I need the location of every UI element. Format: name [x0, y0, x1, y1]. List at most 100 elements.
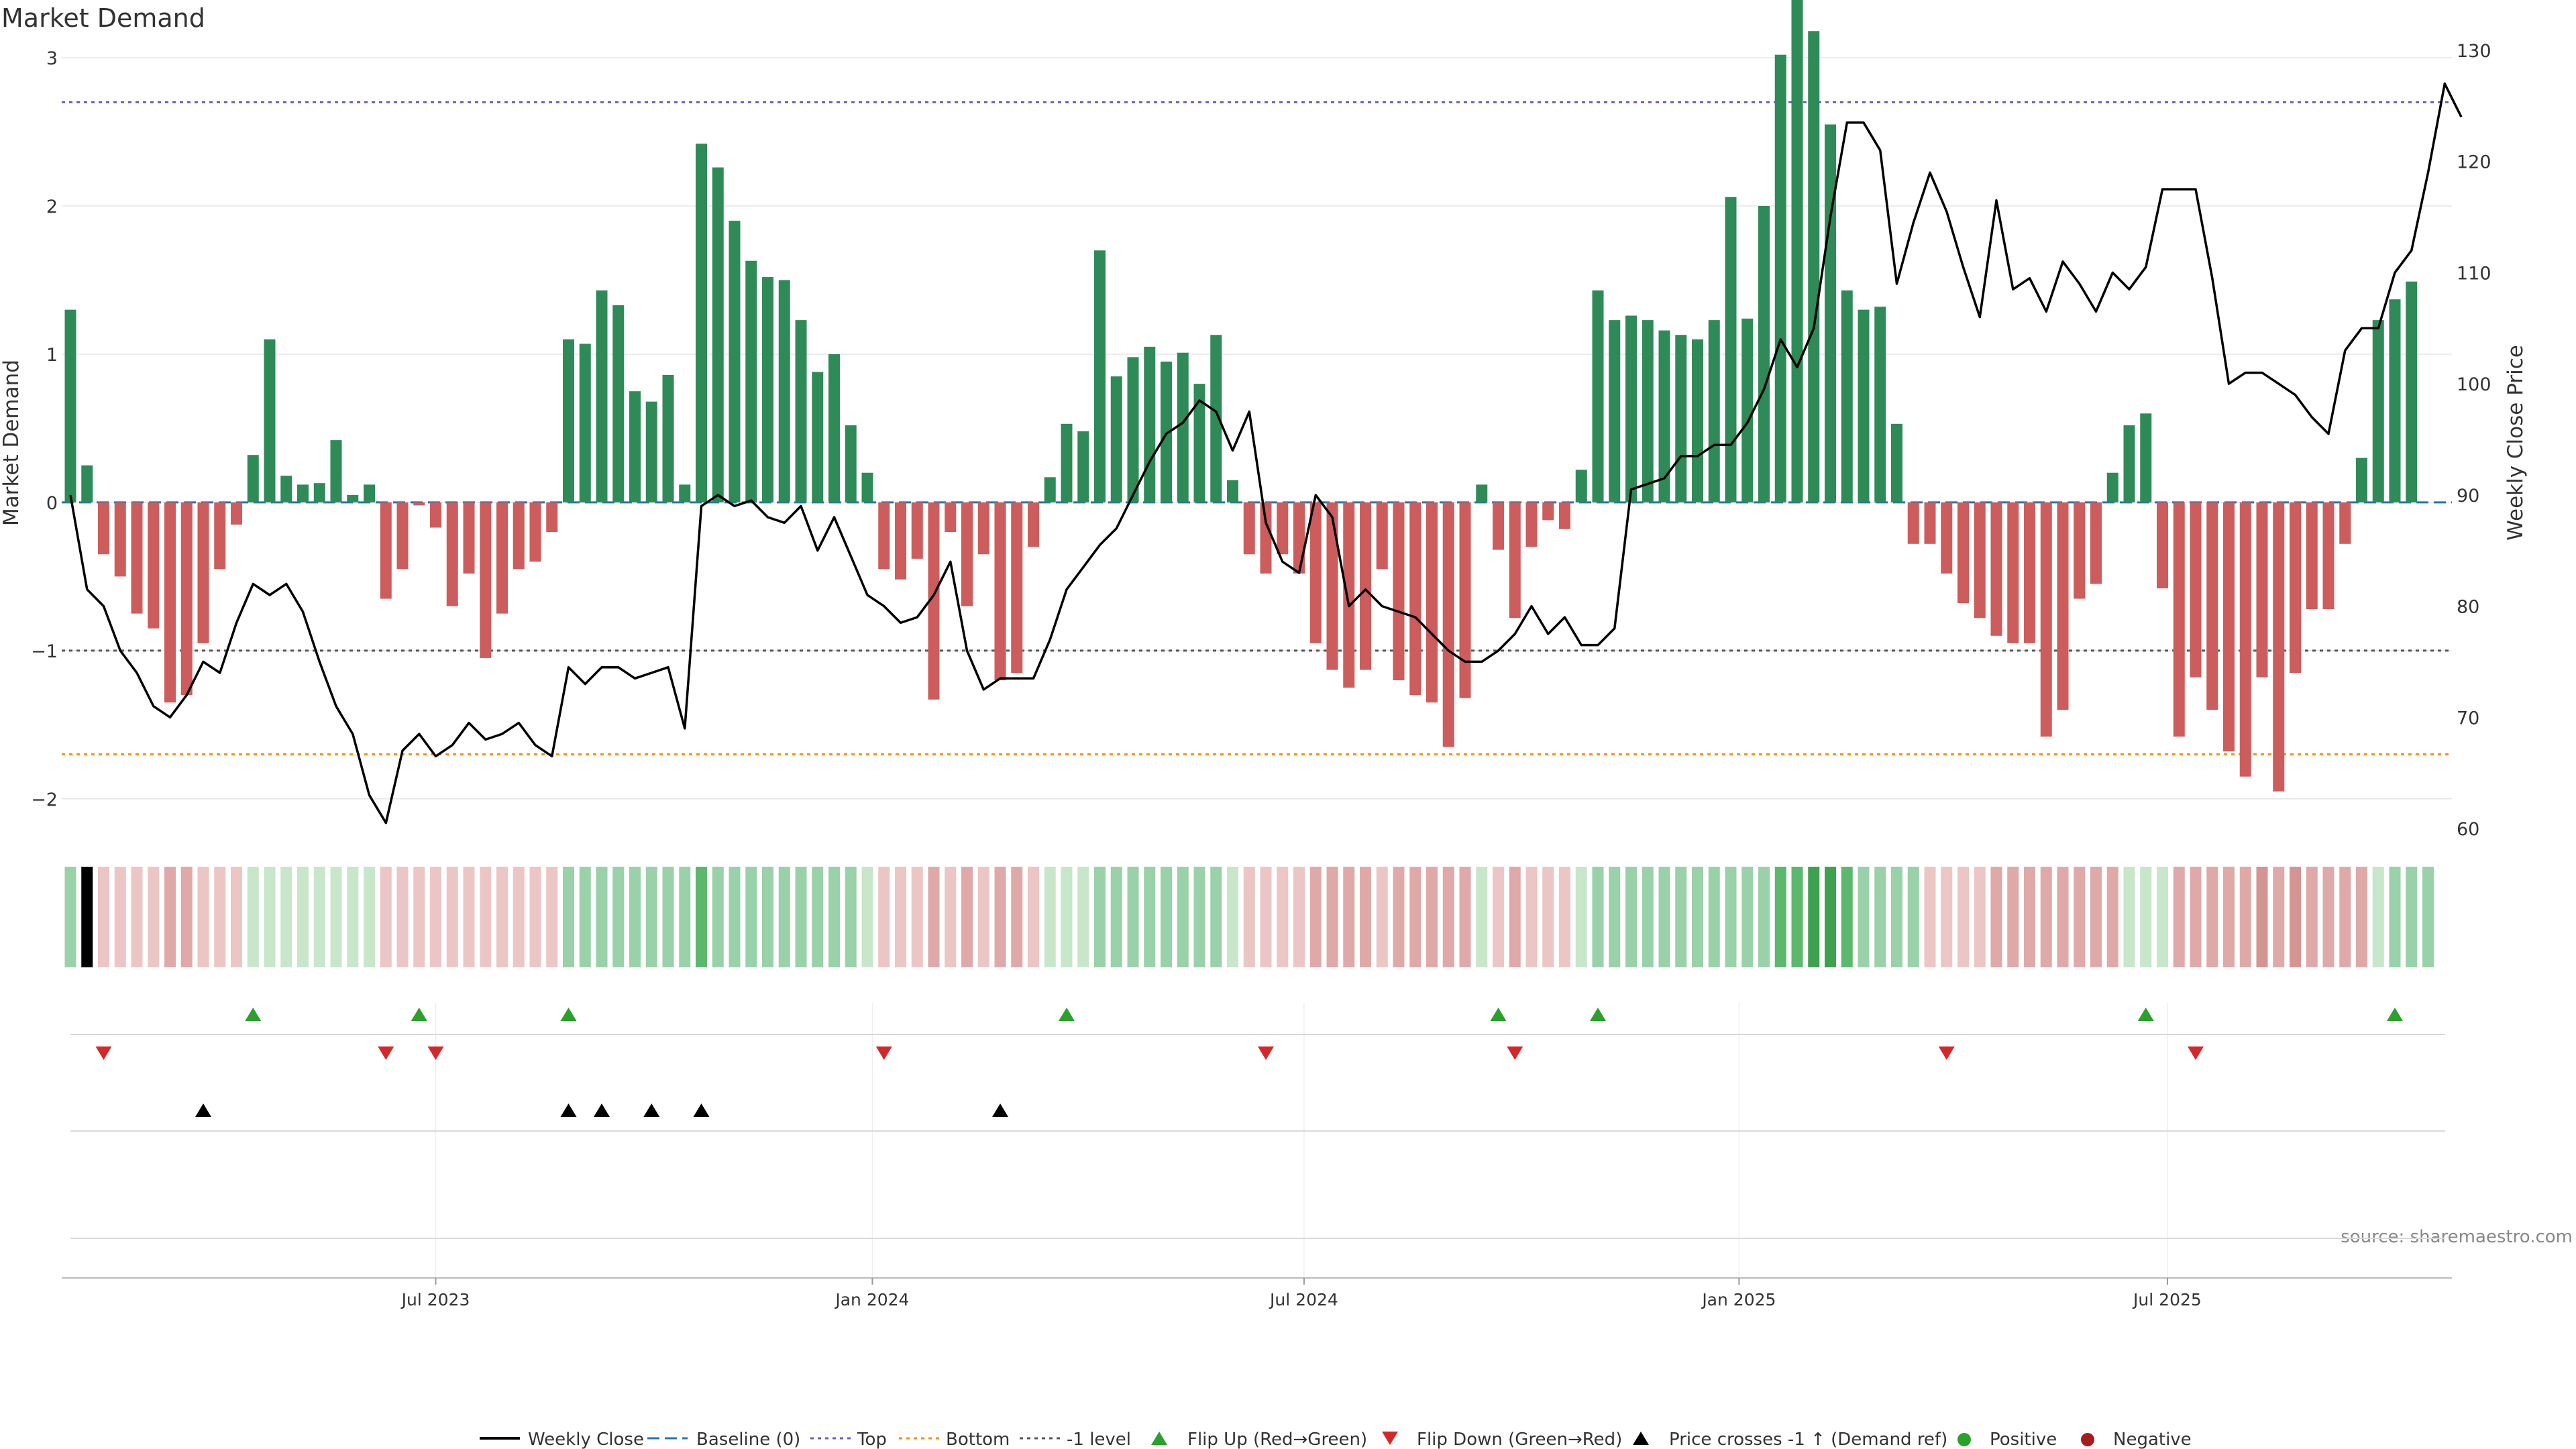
price-cross-marker [594, 1104, 610, 1117]
demand-bar-negative [2190, 502, 2202, 678]
demand-bar-negative [878, 502, 890, 570]
demand-bar-positive [1708, 320, 1720, 502]
heat-cell-positive [596, 867, 608, 967]
legend-flip-up-marker [1151, 1432, 1167, 1445]
heat-cell-positive [1061, 867, 1073, 967]
x-tick-label: Jan 2024 [834, 1290, 909, 1309]
demand-bar-negative [1360, 502, 1371, 670]
heat-cell-positive [845, 867, 857, 967]
demand-bar-positive [1758, 206, 1770, 502]
y-tick-label: −1 [31, 641, 58, 662]
y2-tick-label: 90 [2457, 486, 2479, 506]
demand-bar-negative [928, 502, 940, 700]
y-tick-label: −2 [31, 790, 58, 810]
heat-cell-positive [1907, 867, 1919, 967]
demand-bar-negative [1907, 502, 1919, 544]
heat-cell-positive [679, 867, 691, 967]
heat-cell-negative [546, 867, 558, 967]
heat-cell-negative [197, 867, 209, 967]
heat-cell-negative [2273, 867, 2285, 967]
heat-cell-negative [1409, 867, 1421, 967]
heat-cell-positive [745, 867, 757, 967]
demand-bar-positive [1774, 54, 1786, 502]
demand-bars [64, 0, 2418, 792]
demand-bar-positive [1741, 318, 1754, 502]
demand-bar-positive [313, 483, 325, 502]
heat-cell-negative [2057, 867, 2069, 967]
heat-cell-negative [2339, 867, 2351, 967]
heat-cell-positive [563, 867, 574, 967]
demand-bar-negative [1559, 502, 1570, 529]
demand-bar-negative [231, 502, 242, 525]
legend-bottom: Bottom [946, 1430, 1010, 1449]
demand-bar-positive [1725, 197, 1737, 502]
heat-cell-positive [1841, 867, 1853, 967]
y2-tick-label: 110 [2457, 263, 2491, 284]
heat-cell-negative [994, 867, 1006, 967]
flip-down-marker [1938, 1046, 1955, 1060]
demand-bar-positive [1110, 376, 1122, 502]
heat-cell-negative [1293, 867, 1305, 967]
demand-bar-positive [579, 343, 591, 502]
y2-axis-label: Weekly Close Price [2504, 345, 2528, 541]
heat-cell-negative [496, 867, 508, 967]
demand-bar-positive [745, 260, 757, 502]
heat-cell-negative [2106, 867, 2118, 967]
demand-bar-positive [679, 484, 691, 502]
price-cross-marker [195, 1104, 211, 1117]
heat-cell-positive [2157, 867, 2168, 967]
heat-cell-negative [1990, 867, 2002, 967]
heat-cell-negative [2290, 867, 2301, 967]
heat-cell-positive [1625, 867, 1637, 967]
demand-bar-positive [1874, 307, 1886, 502]
demand-bar-positive [828, 354, 840, 502]
heat-cell-positive [795, 867, 807, 967]
demand-bar-positive [1061, 423, 1073, 502]
heat-cell-positive [2406, 867, 2418, 967]
demand-bar-negative [1326, 502, 1338, 670]
demand-bar-positive [1592, 290, 1604, 502]
heat-cell-positive [1193, 867, 1205, 967]
demand-bar-negative [513, 502, 525, 570]
heat-cell-negative [164, 867, 176, 967]
demand-bar-negative [2273, 502, 2285, 792]
heat-cell-negative [911, 867, 923, 967]
heat-cell-negative [2306, 867, 2318, 967]
demand-bar-negative [1924, 502, 1936, 544]
demand-bar-positive [347, 494, 359, 502]
demand-bar-negative [1028, 502, 1039, 547]
heat-cell-positive [1675, 867, 1687, 967]
y-tick-label: 3 [46, 48, 58, 69]
demand-bar-negative [1011, 502, 1023, 673]
heat-cell-negative [1011, 867, 1023, 967]
demand-bar-positive [1642, 320, 1654, 502]
heat-cell-positive [1658, 867, 1670, 967]
heat-cell-negative [1924, 867, 1936, 967]
demand-bar-negative [1493, 502, 1504, 550]
heat-cell-positive [812, 867, 824, 967]
demand-bar-negative [2024, 502, 2035, 643]
heat-cell-negative [98, 867, 109, 967]
demand-bar-positive [247, 455, 259, 502]
heat-cell-negative [1509, 867, 1521, 967]
heat-cell-positive [1708, 867, 1720, 967]
heat-cell-negative [2040, 867, 2052, 967]
heat-cell-negative [1360, 867, 1371, 967]
demand-bar-positive [1094, 250, 1106, 502]
demand-bar-positive [264, 339, 276, 502]
heat-cell-negative [2074, 867, 2086, 967]
y2-tick-label: 100 [2457, 374, 2491, 395]
demand-bar-positive [297, 484, 309, 502]
demand-bar-negative [430, 502, 441, 528]
weekly-close-line [69, 82, 2463, 824]
left-axis-ticks: −2 −1 0 1 2 3 [31, 48, 58, 810]
heat-cell-positive [629, 867, 641, 967]
heat-cell-negative [214, 867, 226, 967]
demand-bar-positive [1575, 470, 1587, 502]
y-axis-label: Market Demand [0, 360, 23, 526]
x-tick-label: Jul 2024 [1269, 1290, 1338, 1309]
grid-lines [62, 57, 2452, 800]
legend-negative: Negative [2113, 1430, 2192, 1449]
heat-cell-positive [347, 867, 359, 967]
demand-bar-positive [330, 440, 342, 502]
